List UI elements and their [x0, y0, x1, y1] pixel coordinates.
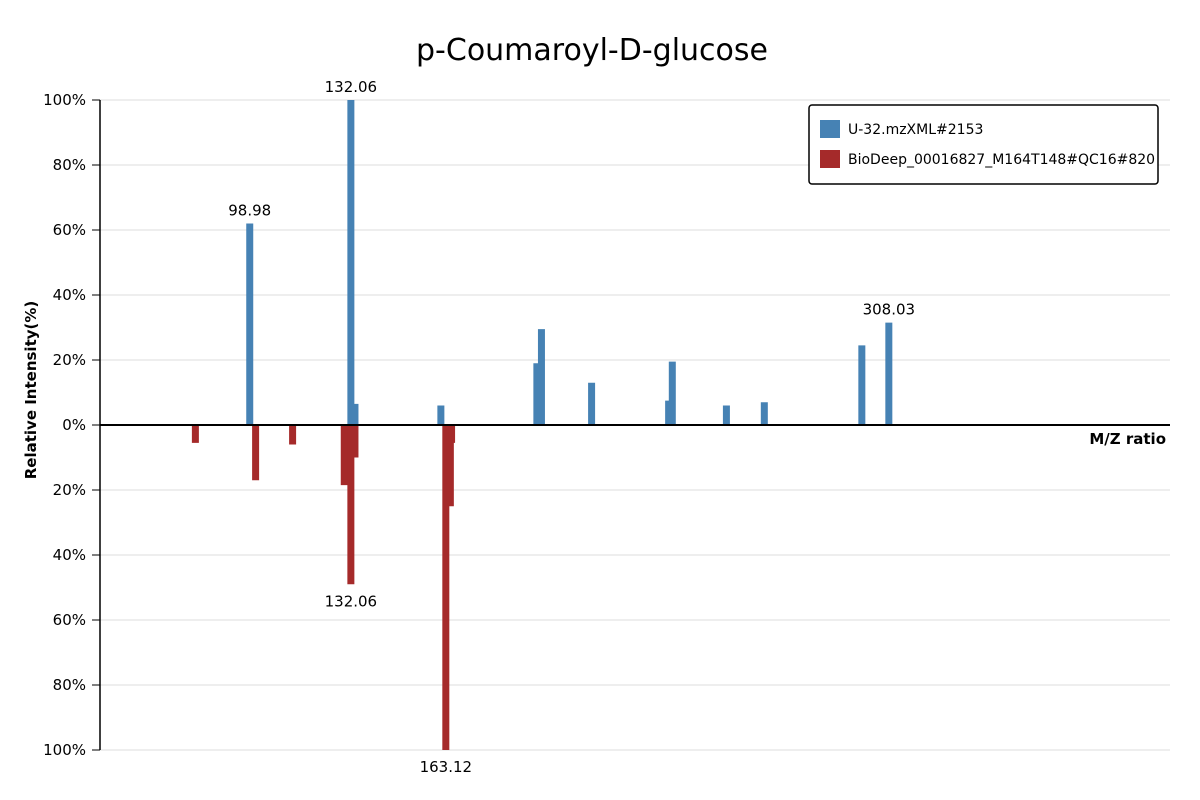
bar-s1-4	[347, 425, 355, 585]
peak-label-s0-11: 308.03	[863, 301, 916, 319]
bar-s0-9	[722, 405, 730, 425]
bar-s0-2	[351, 403, 359, 425]
y-tick-label-4: 20%	[53, 351, 86, 369]
legend-label-1: BioDeep_00016827_M164T148#QC16#820	[848, 152, 1155, 168]
axes-layer: 100% 80% 60% 40% 20% 0% 20% 40% 60% 80% 100%	[43, 91, 1170, 759]
bar-s0-5	[537, 329, 545, 425]
bar-s1-5	[351, 425, 359, 458]
y-tick-label-6: 20%	[53, 481, 86, 499]
peak-label-s1-4: 132.06	[325, 592, 378, 610]
y-tick-label-10: 100%	[43, 741, 86, 759]
bar-s1-7	[446, 425, 454, 507]
legend-swatch-0	[820, 120, 840, 138]
grid-layer	[100, 99, 1170, 751]
bar-s0-1	[347, 100, 355, 425]
y-tick-label-8: 60%	[53, 611, 86, 629]
x-axis-title: M/Z ratio	[1089, 430, 1166, 448]
peak-label-s1-6: 163.12	[420, 758, 473, 776]
chart-title: p-Coumaroyl-D-glucose	[416, 33, 768, 68]
y-tick-label-5: 0%	[62, 416, 86, 434]
bar-s0-6	[588, 382, 596, 425]
peak-label-s0-0: 98.98	[228, 202, 271, 220]
bar-s1-6	[442, 425, 450, 750]
y-tick-label-2: 60%	[53, 221, 86, 239]
bars-layer	[191, 100, 893, 750]
bar-s0-0	[246, 223, 254, 425]
bar-s0-7	[665, 400, 673, 425]
bar-s1-3	[340, 425, 348, 486]
bar-s1-8	[448, 425, 456, 443]
bar-s0-4	[533, 363, 541, 425]
bar-s0-12	[858, 345, 866, 425]
y-tick-label-1: 80%	[53, 156, 86, 174]
legend-swatch-1	[820, 150, 840, 168]
legend-label-0: U-32.mzXML#2153	[848, 122, 983, 138]
bar-s1-1	[252, 425, 260, 481]
bar-s0-8	[668, 361, 676, 425]
y-tick-label-3: 40%	[53, 286, 86, 304]
y-tick-label-9: 80%	[53, 676, 86, 694]
labels-layer: 98.98 132.06 308.03 132.06 163.12	[228, 78, 915, 776]
bar-s0-11	[885, 322, 893, 425]
y-tick-label-7: 40%	[53, 546, 86, 564]
peak-label-s0-1: 132.06	[325, 78, 378, 96]
legend: U-32.mzXML#2153 BioDeep_00016827_M164T14…	[808, 104, 1159, 185]
legend-box	[808, 104, 1159, 185]
bar-s0-3	[437, 405, 445, 425]
bar-s0-10	[760, 402, 768, 425]
y-axis-title: Relative Intensity(%)	[22, 301, 40, 480]
bar-s1-2	[289, 425, 297, 445]
y-tick-label-0: 100%	[43, 91, 86, 109]
bar-s1-0	[191, 425, 199, 443]
